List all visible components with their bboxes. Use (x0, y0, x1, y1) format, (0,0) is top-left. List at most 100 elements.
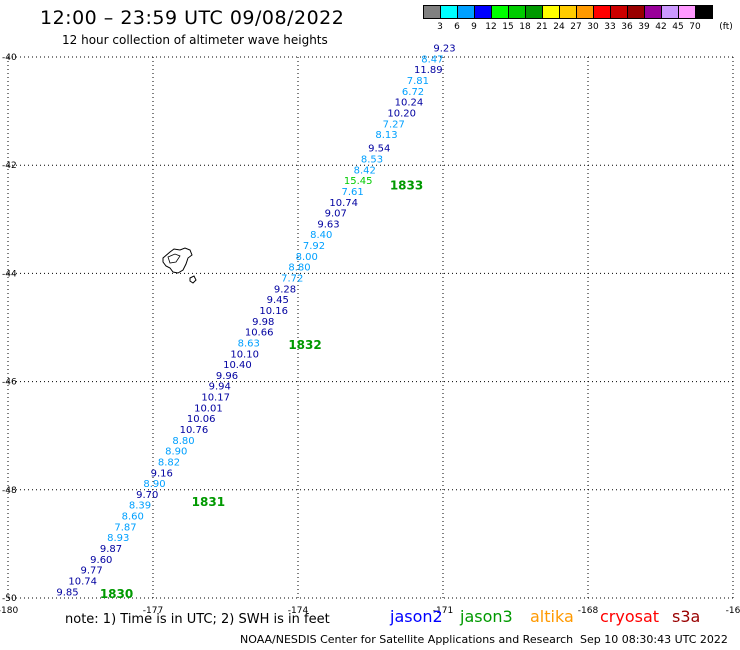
axis-labels: -180 -177 -174 -171 -168 -16 -40 -42 -44 -46 -48 -5… (0, 53, 740, 616)
wave-height-label: 9.16 (151, 468, 173, 479)
wave-height-label: 8.82 (158, 457, 180, 468)
page-title: 12:00 – 23:59 UTC 09/08/2022 (40, 7, 345, 29)
wave-height-label: 8.40 (310, 230, 332, 241)
time-label: 1832 (288, 338, 321, 352)
wave-height-label: 10.40 (223, 360, 252, 371)
wave-height-label: 8.13 (375, 130, 397, 141)
wave-height-label: 10.10 (230, 349, 259, 360)
wave-height-label: 7.61 (342, 187, 364, 198)
lat-tick-label: -48 (2, 486, 17, 496)
legend-unit: (ft) (719, 22, 733, 32)
wave-height-label: 15.45 (344, 176, 373, 187)
legend-label: 6 (454, 22, 460, 32)
legend-label: 21 (536, 22, 548, 32)
legend-swatches (423, 5, 713, 19)
wave-height-label: 9.98 (252, 317, 274, 328)
wave-height-label: 7.81 (407, 76, 429, 87)
time-label: 1831 (192, 495, 225, 509)
wave-height-label: 9.54 (368, 144, 390, 155)
wave-height-label: 8.93 (107, 533, 129, 544)
wave-height-label: 10.66 (245, 328, 274, 339)
wave-height-label: 7.87 (114, 522, 136, 533)
wave-height-label: 8.80 (172, 436, 194, 447)
legend-label: 18 (519, 22, 531, 32)
wave-height-legend: 3 6 9 12 15 18 21 24 27 30 33 36 39 42 45 70 (ft) (423, 5, 733, 32)
lat-tick-label: -44 (2, 269, 17, 279)
legend-label: 3 (437, 22, 443, 32)
wave-height-label: 10.24 (395, 98, 424, 109)
wave-height-label: 7.27 (383, 119, 405, 130)
island-outline (162, 247, 197, 284)
wave-height-label: 8.90 (143, 479, 165, 490)
wave-height-label: 10.74 (68, 576, 97, 587)
wave-height-label: 9.28 (274, 284, 296, 295)
wave-height-label: 8.90 (165, 447, 187, 458)
satellite-name-cryosat: cryosat (600, 607, 660, 626)
wave-height-label: 11.89 (414, 65, 443, 76)
time-label: 1830 (100, 587, 133, 601)
lat-tick-label: -50 (2, 594, 17, 604)
lon-tick-label: -171 (433, 606, 453, 616)
island-shape (162, 247, 193, 274)
satellite-name-altika: altika (530, 607, 574, 626)
wave-height-label: 9.60 (90, 555, 112, 566)
legend-label: 45 (672, 22, 684, 32)
wave-height-label: 9.70 (136, 490, 158, 501)
wave-height-label: 9.77 (81, 566, 103, 577)
wave-height-label: 7.92 (303, 241, 325, 252)
time-label: 1833 (390, 179, 423, 193)
wave-height-label: 10.01 (194, 403, 223, 414)
wave-height-label: 9.23 (433, 44, 455, 55)
islet-shape (189, 275, 197, 284)
wave-height-label: 9.85 (56, 587, 78, 598)
wave-height-label: 8.47 (421, 54, 443, 65)
wave-height-label: 10.76 (180, 425, 209, 436)
satellite-name-jason2: jason2 (390, 607, 443, 626)
wave-height-label: 10.16 (259, 306, 288, 317)
footer-timestamp: Sep 10 08:30:43 UTC 2022 (580, 633, 728, 646)
wave-height-label: 8.53 (361, 154, 383, 165)
legend-swatch (695, 5, 713, 19)
legend-label: 33 (604, 22, 616, 32)
wave-height-label: 9.96 (216, 371, 238, 382)
map-grid (7, 56, 734, 599)
wave-height-label: 8.42 (354, 165, 376, 176)
satellite-name-s3a: s3a (672, 607, 701, 626)
legend-label: 42 (655, 22, 667, 32)
wave-height-label: 8.80 (288, 263, 310, 274)
lon-tick-label: -180 (0, 606, 18, 616)
wave-height-label: 8.60 (122, 512, 144, 523)
legend-label: 36 (621, 22, 633, 32)
wave-height-label: 7.72 (281, 274, 303, 285)
wave-height-label: 8.39 (129, 501, 151, 512)
wave-height-label: 10.20 (387, 109, 416, 120)
legend-label: 30 (587, 22, 599, 32)
footer-credit: NOAA/NESDIS Center for Satellite Applica… (240, 633, 574, 646)
page-subtitle: 12 hour collection of altimeter wave hei… (62, 33, 328, 47)
legend-label: 70 (689, 22, 701, 32)
legend-label: 12 (485, 22, 497, 32)
legend-label: 27 (570, 22, 582, 32)
lon-tick-label: -177 (143, 606, 163, 616)
wave-height-label: 10.74 (329, 198, 358, 209)
wave-height-label: 10.17 (201, 393, 230, 404)
wave-height-label: 6.72 (402, 87, 424, 98)
wave-height-label: 9.87 (100, 544, 122, 555)
legend-label: 15 (502, 22, 514, 32)
lat-tick-label: -40 (2, 53, 17, 63)
legend-label: 24 (553, 22, 565, 32)
wave-height-label: 8.00 (296, 252, 318, 263)
legend-label: 9 (471, 22, 477, 32)
lon-tick-label: -16 (726, 606, 740, 616)
wave-height-label: 9.94 (209, 382, 231, 393)
satellite-name-jason3: jason3 (460, 607, 513, 626)
wave-height-label: 10.06 (187, 414, 216, 425)
lon-tick-label: -174 (288, 606, 309, 616)
lat-tick-label: -42 (2, 161, 17, 171)
wave-height-label: 9.63 (317, 219, 339, 230)
wave-height-label: 8.63 (238, 338, 260, 349)
lon-tick-label: -168 (578, 606, 599, 616)
